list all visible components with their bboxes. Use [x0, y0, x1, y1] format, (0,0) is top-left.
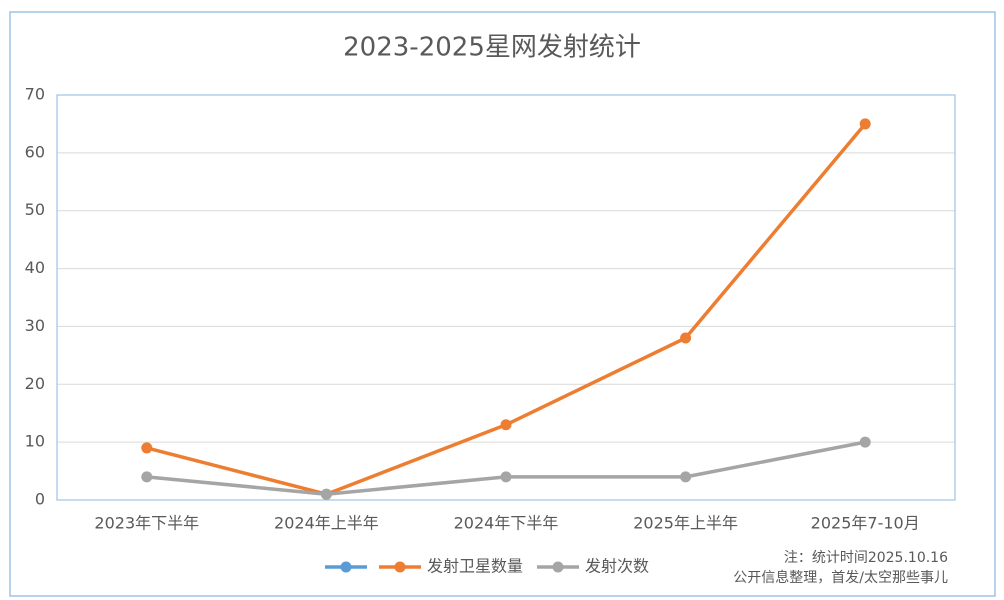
x-tick-label: 2024年下半年 [454, 514, 559, 533]
legend-marker [552, 561, 564, 573]
data-point [141, 471, 153, 483]
data-point [859, 118, 871, 130]
data-point [859, 436, 871, 448]
y-tick-label: 10 [25, 432, 45, 451]
y-tick-label: 40 [25, 258, 45, 277]
y-tick-label: 70 [25, 85, 45, 104]
chart-title: 2023-2025星网发射统计 [343, 33, 641, 63]
data-point [500, 419, 512, 431]
data-point [500, 471, 512, 483]
data-point [680, 471, 692, 483]
x-tick-label: 2025年上半年 [633, 514, 738, 533]
y-tick-label: 20 [25, 374, 45, 393]
legend-marker [394, 561, 406, 573]
x-tick-label: 2025年7-10月 [811, 514, 920, 533]
legend-label: 发射卫星数量 [427, 557, 523, 576]
y-tick-label: 60 [25, 142, 45, 161]
x-tick-label: 2023年下半年 [94, 514, 199, 533]
x-tick-label: 2024年上半年 [274, 514, 379, 533]
legend-label: 发射次数 [585, 557, 649, 576]
data-point [320, 488, 332, 500]
annotation: 公开信息整理，首发/太空那些事儿 [733, 569, 948, 586]
plot-frame [56, 94, 956, 501]
annotation: 注：统计时间2025.10.16 [784, 550, 948, 566]
chart-frame [9, 11, 996, 597]
legend-marker [340, 561, 352, 573]
data-point [141, 442, 153, 454]
y-tick-label: 50 [25, 200, 45, 219]
data-point [680, 332, 692, 344]
y-tick-label: 0 [35, 490, 45, 509]
y-tick-label: 30 [25, 316, 45, 335]
